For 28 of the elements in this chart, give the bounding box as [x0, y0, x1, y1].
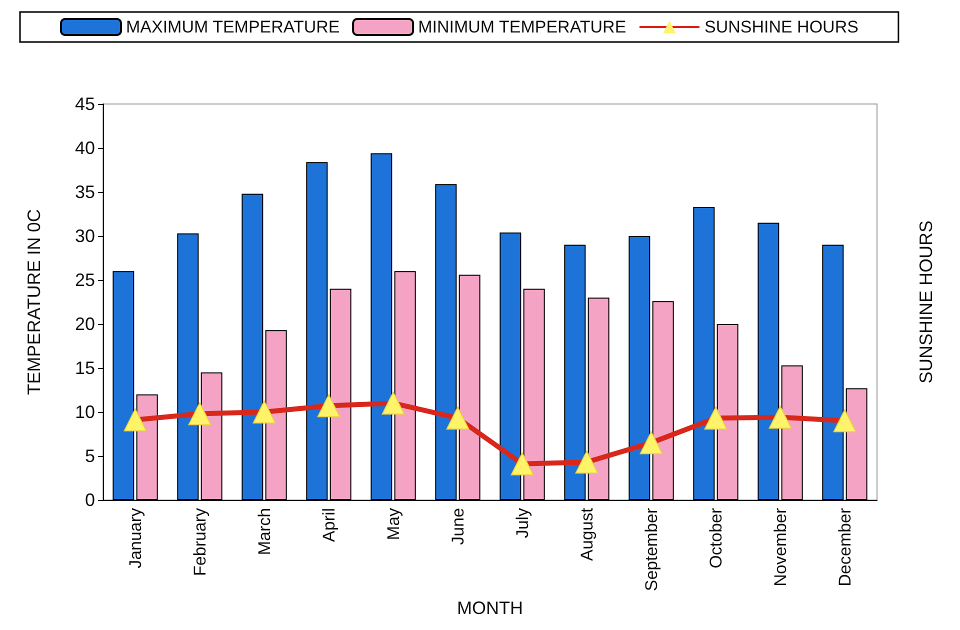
y-tick-label: 35 [74, 182, 95, 202]
x-tick-label: February [190, 507, 210, 576]
x-tick-label: October [706, 508, 726, 568]
x-tick-label: August [577, 508, 596, 561]
x-tick-label: November [770, 508, 790, 586]
x-tick-label: June [448, 508, 468, 545]
x-tick-label: May [384, 507, 403, 540]
y2-axis-title: SUNSHINE HOURS [916, 220, 936, 384]
y-tick-label: 0 [84, 490, 95, 510]
x-tick-label: April [319, 508, 338, 542]
x-tick-label: January [126, 507, 145, 568]
y-tick-label: 25 [74, 270, 95, 290]
x-tick-label: December [835, 508, 854, 586]
x-tick-label: September [642, 508, 661, 592]
y-tick-label: 15 [74, 358, 95, 378]
y-tick-label: 45 [74, 94, 95, 114]
y-axis-title: TEMPERATURE IN 0C [24, 209, 44, 395]
y-tick-label: 20 [74, 314, 95, 334]
y-tick-label: 10 [74, 402, 95, 422]
legend-label: MINIMUM TEMPERATURE [418, 18, 626, 36]
legend-label: MAXIMUM TEMPERATURE [126, 18, 340, 36]
y-tick-label: 40 [74, 138, 95, 158]
legend-label: SUNSHINE HOURS [704, 18, 858, 36]
y-tick-label: 30 [74, 226, 95, 246]
y-tick-label: 5 [84, 446, 95, 466]
x-axis-title: MONTH [457, 598, 523, 618]
x-tick-label: July [512, 507, 532, 538]
x-tick-label: March [254, 508, 274, 556]
